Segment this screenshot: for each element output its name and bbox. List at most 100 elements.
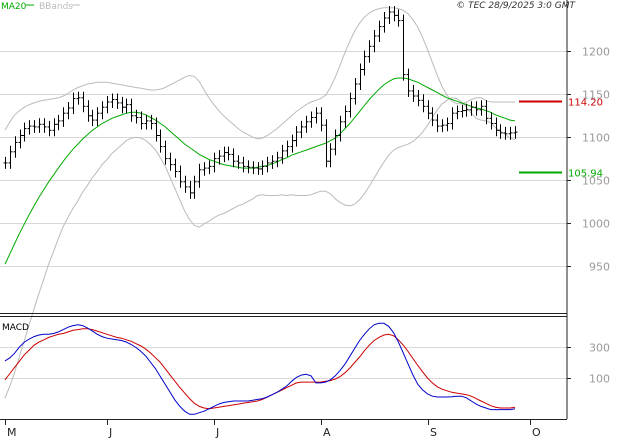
price-bar bbox=[144, 114, 149, 130]
price-bar bbox=[149, 114, 154, 130]
price-bar bbox=[324, 119, 329, 168]
price-bar bbox=[513, 126, 518, 139]
price-bar bbox=[265, 156, 270, 173]
price-bar bbox=[81, 91, 86, 113]
price-bar bbox=[464, 103, 469, 117]
price-bar bbox=[110, 93, 115, 108]
price-bar bbox=[47, 120, 52, 137]
price-bar bbox=[154, 117, 159, 142]
macd-line bbox=[4, 322, 516, 415]
price-bar bbox=[212, 152, 217, 173]
price-bar bbox=[455, 105, 460, 120]
bollinger-bands bbox=[4, 7, 516, 399]
price-bar bbox=[52, 118, 57, 137]
price-bar bbox=[484, 100, 489, 125]
price-bar bbox=[304, 115, 309, 133]
price-bar bbox=[280, 144, 285, 164]
price-tick-label: 1200 bbox=[582, 46, 610, 59]
price-markers: 114.20 105.94 bbox=[519, 98, 603, 180]
price-bar bbox=[260, 160, 265, 175]
price-tick-label: 1100 bbox=[582, 132, 610, 145]
price-bar bbox=[241, 156, 246, 173]
price-bar bbox=[328, 143, 333, 168]
x-tick-label: A bbox=[323, 426, 331, 439]
price-bar bbox=[207, 160, 212, 175]
price-bar bbox=[411, 84, 416, 102]
price-bar bbox=[13, 136, 18, 158]
price-bar bbox=[8, 145, 13, 169]
price-panel-bg bbox=[0, 0, 567, 313]
price-bar bbox=[192, 175, 197, 199]
price-bar bbox=[469, 101, 474, 116]
price-bar bbox=[358, 63, 363, 90]
macd-tick-label: 100 bbox=[589, 373, 610, 386]
legend-bbands: BBands bbox=[39, 2, 73, 12]
price-bar bbox=[319, 107, 324, 132]
price-bar bbox=[270, 155, 275, 169]
price-bar bbox=[3, 156, 8, 169]
price-bar bbox=[183, 175, 188, 193]
ma20-line-group bbox=[4, 77, 516, 265]
price-bar bbox=[377, 20, 382, 42]
price-bar bbox=[22, 122, 27, 142]
price-bar bbox=[479, 100, 484, 116]
bbands-lower-line bbox=[4, 97, 516, 399]
price-bar bbox=[256, 162, 261, 175]
price-tick-label: 1000 bbox=[582, 218, 610, 231]
price-bar bbox=[338, 115, 343, 142]
x-tick-label: J bbox=[108, 426, 112, 439]
price-bar bbox=[197, 163, 202, 188]
price-axis-ticks: 950 1000 1050 1100 1150 1200 bbox=[567, 46, 610, 274]
price-bar bbox=[105, 96, 110, 114]
price-gridlines bbox=[0, 51, 567, 267]
price-bar bbox=[120, 96, 125, 114]
macd-gridlines bbox=[0, 347, 567, 379]
price-bar bbox=[42, 118, 47, 133]
price-bar bbox=[401, 14, 406, 81]
price-bars bbox=[3, 6, 518, 199]
price-bar bbox=[90, 109, 95, 127]
price-bar bbox=[382, 12, 387, 33]
price-bar bbox=[362, 50, 367, 76]
price-bar bbox=[158, 129, 163, 153]
ma20-line bbox=[4, 77, 516, 265]
price-marker-label: 105.94 bbox=[568, 169, 603, 180]
price-bar bbox=[134, 109, 139, 124]
price-bar bbox=[76, 91, 81, 105]
price-bar bbox=[426, 100, 431, 120]
macd-lines bbox=[4, 322, 516, 415]
price-bar bbox=[86, 100, 91, 122]
price-tick-label: 1150 bbox=[582, 89, 610, 102]
price-bar bbox=[343, 105, 348, 128]
price-bar bbox=[294, 126, 299, 147]
price-bar bbox=[445, 117, 450, 132]
price-bar bbox=[236, 155, 241, 169]
price-bar bbox=[396, 9, 401, 27]
price-bar bbox=[95, 107, 100, 127]
price-bar bbox=[474, 101, 479, 116]
price-bar bbox=[251, 161, 256, 175]
copyright-note: © TEC 28/9/2025 3:0 GMT bbox=[456, 1, 576, 11]
price-bar bbox=[416, 90, 421, 107]
price-bar bbox=[503, 126, 508, 140]
bbands-upper-line bbox=[4, 7, 515, 140]
legend-ma20: MA20 bbox=[1, 2, 27, 12]
price-bar bbox=[56, 114, 61, 131]
price-bar bbox=[226, 146, 231, 161]
macd-panel-bg bbox=[0, 317, 567, 419]
price-bar bbox=[367, 40, 372, 63]
price-tick-label: 1050 bbox=[582, 175, 610, 188]
price-bar bbox=[139, 111, 144, 130]
price-bar bbox=[285, 140, 290, 157]
price-bar bbox=[421, 94, 426, 113]
price-bar bbox=[100, 101, 105, 120]
macd-label: MACD bbox=[2, 323, 29, 333]
price-bar bbox=[231, 148, 236, 168]
price-bar bbox=[489, 112, 494, 130]
price-bar bbox=[202, 162, 207, 176]
price-bar bbox=[314, 107, 319, 124]
price-bar bbox=[494, 117, 499, 137]
x-tick-label: M bbox=[7, 426, 17, 439]
